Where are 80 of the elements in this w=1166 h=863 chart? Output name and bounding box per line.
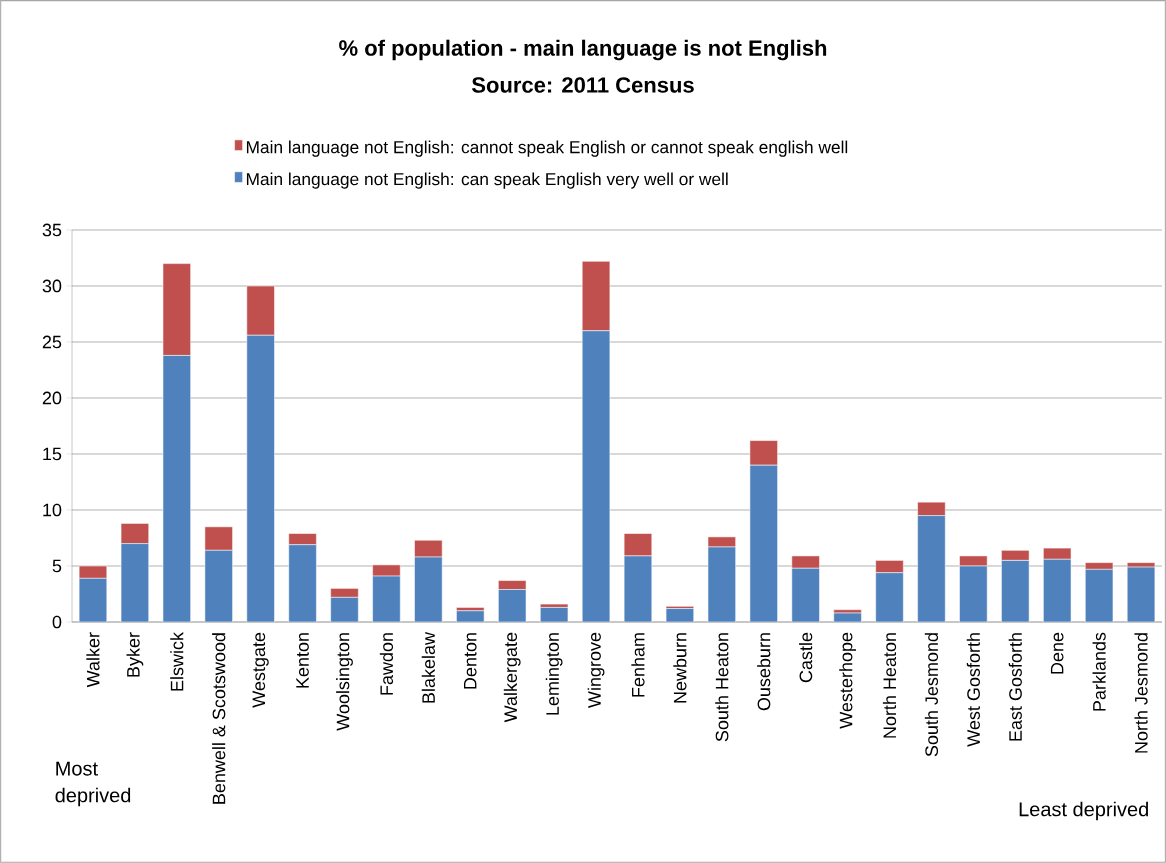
bar (1001, 560, 1030, 622)
bar (959, 565, 988, 622)
x-tick-label: Wingrove (587, 632, 605, 708)
x-tick-label: Fawdon (379, 633, 394, 695)
x-tick-label: Westerhope (839, 632, 856, 729)
x-tick-label: Walkergate (503, 632, 521, 723)
bar (623, 555, 653, 622)
x-tick-label: Westgate (252, 632, 269, 708)
x-tick-label: South Heaton (715, 633, 729, 742)
bar (581, 330, 611, 622)
y-tick-label: 0 (52, 615, 62, 629)
bar (246, 335, 275, 622)
bar (498, 589, 527, 622)
x-tick-label: Blakelaw (421, 632, 435, 703)
bar (875, 560, 904, 573)
bar (288, 533, 317, 545)
x-tick-label: Denton (464, 633, 477, 689)
bar (1085, 569, 1114, 622)
bar (120, 523, 149, 544)
y-tick-label: 20 (42, 391, 62, 405)
x-tick-label: Kenton (296, 633, 309, 688)
bar (1085, 562, 1114, 570)
x-tick-label: Benwell & Scotswood (212, 633, 226, 804)
bar (917, 501, 946, 516)
bar (372, 564, 401, 577)
chart-subtitle: Source: 2011 Census (471, 77, 694, 93)
bar (330, 588, 359, 598)
x-tick-label: Fenham (631, 633, 645, 697)
chart-title: % of population - main language is not English (339, 39, 827, 61)
y-tick-label: 25 (42, 335, 62, 349)
bar (330, 597, 359, 622)
bar (791, 567, 820, 622)
legend-label: Main language not English: can speak English very well or well (246, 172, 728, 189)
bar (204, 550, 233, 622)
y-tick-label: 5 (52, 559, 62, 573)
bar (707, 536, 736, 548)
x-tick-label: Dene (1050, 632, 1064, 674)
y-tick-label: 15 (43, 447, 62, 461)
legend-label: Main language not English: cannot speak English or cannot speak english well (246, 140, 848, 157)
x-tick-label: Lemington (545, 633, 563, 715)
bar (78, 578, 108, 622)
bar (414, 539, 443, 558)
bar (540, 603, 569, 608)
bar (1043, 547, 1072, 560)
text: Most deprived (55, 761, 131, 807)
x-tick-label: Parklands (1092, 632, 1106, 711)
y-tick-label: 30 (42, 279, 62, 293)
x-tick-label: North Heaton (882, 633, 897, 738)
bar (875, 572, 904, 622)
bar (1043, 559, 1072, 622)
x-tick-label: Byker (126, 632, 144, 677)
x-tick-label: Newburn (673, 633, 687, 703)
x-tick-label: East Gosforth (1008, 633, 1022, 741)
bar (959, 555, 988, 567)
bar (204, 526, 233, 551)
x-tick-label: Castle (799, 632, 813, 683)
bar (623, 533, 653, 557)
x-tick-label: South Jesmond (924, 633, 939, 757)
text: Least deprived (1019, 801, 1148, 821)
x-tick-label: Woolsington (336, 633, 353, 731)
bar (749, 464, 778, 622)
x-tick-label: West Gosforth (966, 633, 980, 747)
bar (917, 515, 946, 622)
bar (162, 355, 191, 622)
bar (414, 556, 443, 622)
bar (498, 580, 527, 590)
bar (288, 544, 317, 622)
bar (749, 440, 778, 466)
bar (1001, 550, 1030, 561)
y-tick-label: 10 (43, 503, 62, 517)
x-tick-label: Ouseburn (757, 633, 771, 711)
bar (707, 546, 736, 622)
x-tick-label: Walker (86, 632, 100, 688)
x-tick-label: Elswick (170, 632, 184, 691)
bar (791, 555, 820, 569)
y-tick-label: 35 (42, 223, 62, 237)
bar (120, 543, 149, 622)
x-tick-label: North Jesmond (1134, 633, 1148, 753)
bar (372, 575, 401, 622)
bar (1126, 566, 1156, 622)
